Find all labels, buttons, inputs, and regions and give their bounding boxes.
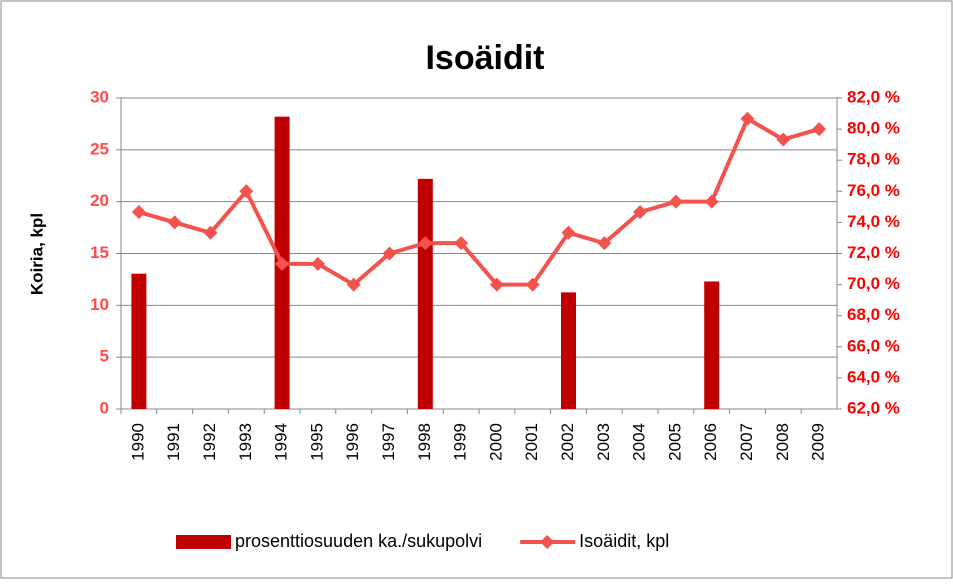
x-tick-label: 1990 [128,423,147,461]
line-marker [310,256,325,271]
line-marker [561,225,576,240]
y-tick-label: 20 [90,191,109,210]
line-marker [812,122,827,137]
y2-tick-label: 80,0 % [847,119,900,138]
chart-title: Isoäidit [425,39,544,77]
x-tick-label: 2005 [665,423,684,461]
legend-label: Isoäidit, kpl [579,531,669,551]
y2-tick-label: 70,0 % [847,274,900,293]
line-marker [668,194,683,209]
x-tick-label: 1991 [164,423,183,461]
y-tick-label: 0 [100,398,109,417]
line-marker [203,225,218,240]
line-marker [454,236,469,251]
line-marker [489,277,504,292]
x-tick-label: 1992 [200,423,219,461]
line-marker [346,277,361,292]
x-tick-label: 1999 [451,423,470,461]
x-tick-label: 2004 [630,423,649,461]
x-tick-label: 2002 [558,423,577,461]
line-marker [633,205,648,220]
y2-tick-label: 64,0 % [847,367,900,386]
y2-tick-label: 78,0 % [847,150,900,169]
y-tick-label: 10 [90,295,109,314]
line-marker [740,111,755,126]
x-tick-label: 2009 [809,423,828,461]
x-tick-label: 2007 [737,423,756,461]
line-marker [275,256,290,271]
y-tick-label: 5 [100,347,109,366]
y-tick-label: 30 [90,87,109,106]
x-tick-label: 1995 [307,423,326,461]
x-tick-label: 1998 [415,423,434,461]
x-tick-label: 2008 [773,423,792,461]
y2-tick-label: 72,0 % [847,243,900,262]
line-marker [418,236,433,251]
x-tick-label: 2001 [522,423,541,461]
y2-tick-label: 68,0 % [847,305,900,324]
y2-tick-label: 74,0 % [847,212,900,231]
line-marker [776,132,791,147]
line-marker [597,236,612,251]
line-marker [382,246,397,261]
line-marker [167,215,182,230]
legend-label: prosenttiosuuden ka./sukupolvi [235,531,482,551]
y-axis-label: Koiria, kpl [27,213,46,295]
bar [704,281,720,409]
y-tick-label: 15 [90,243,109,262]
bar [131,273,147,409]
x-tick-label: 1996 [343,423,362,461]
bar [417,178,433,409]
x-tick-label: 2006 [701,423,720,461]
line-marker [704,194,719,209]
line-marker [525,277,540,292]
x-tick-label: 1997 [379,423,398,461]
line-marker [131,205,146,220]
x-tick-label: 2000 [486,423,505,461]
bar [561,292,576,409]
x-tick-label: 2003 [594,423,613,461]
y2-tick-label: 66,0 % [847,336,900,355]
y-tick-label: 25 [90,139,109,158]
x-tick-label: 1993 [236,423,255,461]
legend-marker [540,535,555,549]
legend-swatch [176,535,231,549]
y2-tick-label: 76,0 % [847,181,900,200]
y2-tick-label: 82,0 % [847,87,900,106]
y2-tick-label: 62,0 % [847,398,900,417]
line-marker [239,184,254,199]
x-tick-label: 1994 [272,423,291,461]
